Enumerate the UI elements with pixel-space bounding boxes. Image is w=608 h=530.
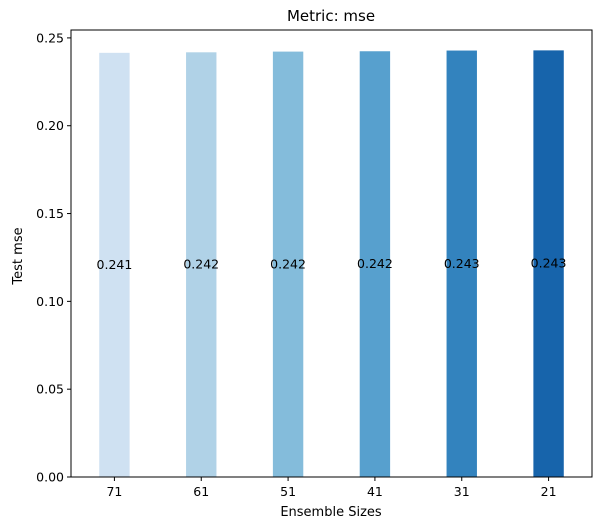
data-label-31: 0.243 bbox=[444, 256, 480, 271]
data-label-21: 0.243 bbox=[531, 256, 567, 271]
bar-group bbox=[99, 50, 564, 478]
x-tick-label-71: 71 bbox=[106, 484, 122, 499]
y-tick-label-4: 0.20 bbox=[36, 118, 64, 133]
bar-21 bbox=[533, 50, 564, 478]
y-axis-title: Test mse bbox=[11, 227, 26, 285]
chart-title: Metric: mse bbox=[287, 7, 375, 25]
y-tick-label-0: 0.00 bbox=[36, 470, 64, 485]
y-tick-label-1: 0.05 bbox=[36, 382, 64, 397]
bar-31 bbox=[446, 50, 477, 477]
data-label-71: 0.241 bbox=[97, 257, 133, 272]
plot-frame bbox=[70, 29, 593, 478]
y-tick-label-3: 0.15 bbox=[36, 206, 64, 221]
x-axis: 71 61 51 41 31 21 bbox=[106, 477, 557, 499]
data-label-41: 0.242 bbox=[357, 256, 393, 271]
bar-41 bbox=[359, 51, 391, 477]
x-tick-label-61: 61 bbox=[193, 484, 209, 499]
y-tick-label-5: 0.25 bbox=[36, 30, 64, 45]
y-axis: 0.00 0.05 0.10 0.15 0.20 0.25 bbox=[36, 30, 71, 485]
data-label-group: 0.241 0.242 0.242 0.242 0.243 0.243 bbox=[97, 256, 567, 272]
bar-61 bbox=[186, 52, 217, 477]
x-tick-label-21: 21 bbox=[541, 484, 557, 499]
x-tick-label-41: 41 bbox=[367, 484, 383, 499]
bar-71 bbox=[99, 52, 130, 477]
y-tick-label-2: 0.10 bbox=[36, 294, 64, 309]
data-label-61: 0.242 bbox=[183, 257, 219, 272]
x-tick-label-31: 31 bbox=[454, 484, 470, 499]
x-axis-title: Ensemble Sizes bbox=[280, 505, 382, 520]
x-tick-label-51: 51 bbox=[280, 484, 296, 499]
data-label-51: 0.242 bbox=[270, 256, 306, 271]
bar-51 bbox=[272, 51, 304, 477]
